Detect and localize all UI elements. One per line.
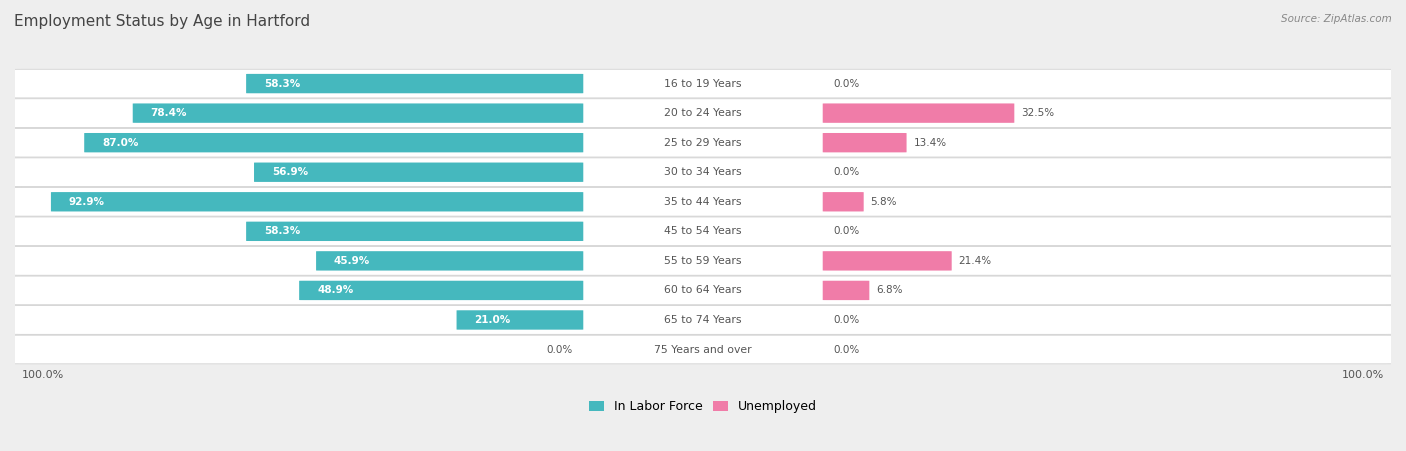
Text: 21.0%: 21.0%	[474, 315, 510, 325]
Text: 92.9%: 92.9%	[69, 197, 105, 207]
Text: Employment Status by Age in Hartford: Employment Status by Age in Hartford	[14, 14, 311, 28]
Text: 100.0%: 100.0%	[22, 370, 65, 380]
FancyBboxPatch shape	[316, 251, 583, 271]
FancyBboxPatch shape	[84, 133, 583, 152]
FancyBboxPatch shape	[51, 192, 583, 212]
FancyBboxPatch shape	[8, 188, 1398, 216]
Text: 65 to 74 Years: 65 to 74 Years	[664, 315, 742, 325]
FancyBboxPatch shape	[8, 335, 1398, 364]
Text: 60 to 64 Years: 60 to 64 Years	[664, 285, 742, 295]
FancyBboxPatch shape	[457, 310, 583, 330]
Text: 58.3%: 58.3%	[264, 78, 301, 88]
FancyBboxPatch shape	[299, 281, 583, 300]
Text: 0.0%: 0.0%	[834, 78, 860, 88]
Text: Source: ZipAtlas.com: Source: ZipAtlas.com	[1281, 14, 1392, 23]
FancyBboxPatch shape	[132, 103, 583, 123]
Text: 100.0%: 100.0%	[1341, 370, 1384, 380]
FancyBboxPatch shape	[823, 103, 1014, 123]
FancyBboxPatch shape	[8, 99, 1398, 128]
FancyBboxPatch shape	[8, 158, 1398, 187]
FancyBboxPatch shape	[254, 162, 583, 182]
FancyBboxPatch shape	[823, 251, 952, 271]
Text: 45.9%: 45.9%	[335, 256, 370, 266]
FancyBboxPatch shape	[823, 192, 863, 212]
Text: 45 to 54 Years: 45 to 54 Years	[664, 226, 742, 236]
FancyBboxPatch shape	[8, 276, 1398, 305]
FancyBboxPatch shape	[8, 306, 1398, 334]
Text: 75 Years and over: 75 Years and over	[654, 345, 752, 354]
Text: 32.5%: 32.5%	[1021, 108, 1054, 118]
Text: 25 to 29 Years: 25 to 29 Years	[664, 138, 742, 147]
Text: 48.9%: 48.9%	[316, 285, 353, 295]
Text: 0.0%: 0.0%	[834, 345, 860, 354]
FancyBboxPatch shape	[823, 281, 869, 300]
Text: 0.0%: 0.0%	[834, 167, 860, 177]
Text: 58.3%: 58.3%	[264, 226, 301, 236]
Text: 21.4%: 21.4%	[959, 256, 991, 266]
Text: 13.4%: 13.4%	[914, 138, 946, 147]
FancyBboxPatch shape	[8, 247, 1398, 275]
Text: 35 to 44 Years: 35 to 44 Years	[664, 197, 742, 207]
FancyBboxPatch shape	[246, 74, 583, 93]
Text: 0.0%: 0.0%	[546, 345, 572, 354]
FancyBboxPatch shape	[246, 221, 583, 241]
Text: 0.0%: 0.0%	[834, 226, 860, 236]
Text: 6.8%: 6.8%	[876, 285, 903, 295]
Text: 20 to 24 Years: 20 to 24 Years	[664, 108, 742, 118]
Text: 16 to 19 Years: 16 to 19 Years	[664, 78, 742, 88]
Legend: In Labor Force, Unemployed: In Labor Force, Unemployed	[583, 396, 823, 419]
Text: 5.8%: 5.8%	[870, 197, 897, 207]
FancyBboxPatch shape	[8, 69, 1398, 98]
Text: 55 to 59 Years: 55 to 59 Years	[664, 256, 742, 266]
FancyBboxPatch shape	[823, 133, 907, 152]
Text: 78.4%: 78.4%	[150, 108, 187, 118]
FancyBboxPatch shape	[8, 129, 1398, 157]
Text: 87.0%: 87.0%	[103, 138, 138, 147]
Text: 56.9%: 56.9%	[271, 167, 308, 177]
Text: 30 to 34 Years: 30 to 34 Years	[664, 167, 742, 177]
Text: 0.0%: 0.0%	[834, 315, 860, 325]
FancyBboxPatch shape	[8, 217, 1398, 246]
